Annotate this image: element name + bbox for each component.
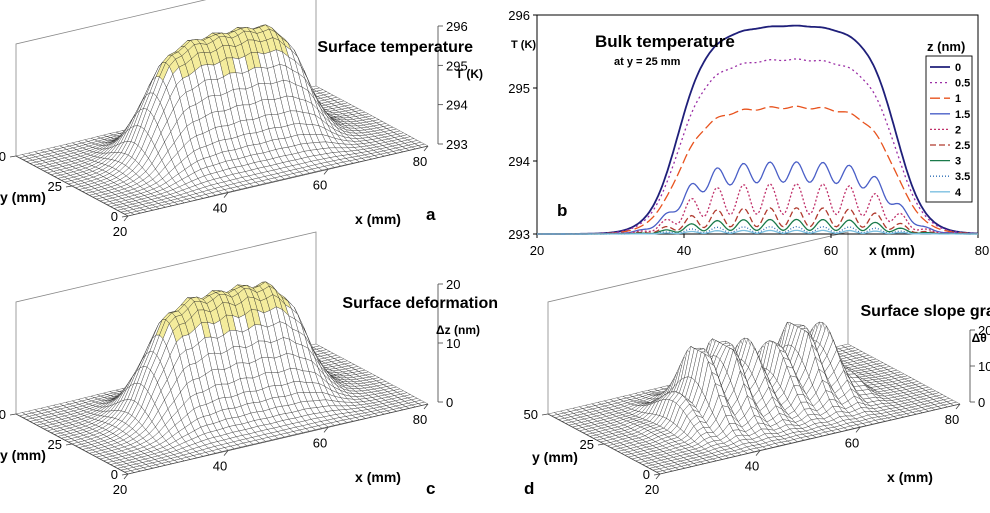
legend-label-3.5: 3.5 <box>955 171 970 183</box>
x-tick-label: 60 <box>313 435 327 450</box>
panel-title: Surface deformation <box>342 295 498 312</box>
y-tick-label: 295 <box>508 81 530 96</box>
back-wall <box>15 0 317 156</box>
legend-label-1.5: 1.5 <box>955 109 970 121</box>
z-tick-label: 0 <box>446 395 453 410</box>
surface-panel-a: 2040608002550293294295296x (mm)y (mm)Sur… <box>0 0 483 239</box>
legend-label-3: 3 <box>955 156 961 168</box>
panel-subtitle: at y = 25 mm <box>614 56 681 68</box>
legend-label-0.5: 0.5 <box>955 78 970 90</box>
surface-panel-c: 20 40 60 80 0 25 50 0 10 20 x (mm) y (mm) Surface de… <box>0 231 498 498</box>
y-tick-label: 25 <box>48 437 62 452</box>
y-tick <box>597 443 605 446</box>
legend: z (nm) 0 0.5 1 1.5 2 2.5 3 3.5 4 <box>925 39 973 203</box>
y-tick-label: 25 <box>580 437 594 452</box>
x-tick-label: 60 <box>845 435 859 450</box>
surface-panel-d: 20 40 60 80 0 25 50 0 10 20 x (mm) y (mm) Surface sl… <box>524 231 990 498</box>
x-tick-label: 40 <box>677 243 691 258</box>
z-tick-label: 296 <box>446 19 468 34</box>
legend-label-1: 1 <box>955 93 961 105</box>
x-axis-label: x (mm) <box>355 469 401 485</box>
series-line-1 <box>537 105 978 235</box>
y-axis-label: y (mm) <box>0 189 46 205</box>
x-axis-label: x (mm) <box>869 242 915 258</box>
x-tick-label: 40 <box>213 459 227 474</box>
z-tick-label: 10 <box>978 359 990 374</box>
z-tick-label: 10 <box>446 336 460 351</box>
series-line-1.5 <box>537 161 978 235</box>
panel-letter: b <box>557 201 567 220</box>
x-tick-label: 80 <box>945 412 959 427</box>
y-axis-label: T (K) <box>511 39 536 51</box>
panel-title: Surface temperature <box>317 39 473 56</box>
y-tick-label: 50 <box>524 407 538 422</box>
y-tick <box>65 185 73 188</box>
y-tick-label: 0 <box>643 467 650 482</box>
panel-title: Surface slope gradient <box>861 303 990 320</box>
x-tick-label: 80 <box>413 412 427 427</box>
z-tick-label: 0 <box>978 395 985 410</box>
y-axis-label: y (mm) <box>0 447 46 463</box>
x-tick-label: 20 <box>113 224 127 239</box>
y-tick <box>541 413 549 416</box>
y-tick-label: 0 <box>111 209 118 224</box>
y-tick <box>9 413 17 416</box>
y-tick <box>9 155 17 158</box>
z-tick-label: 294 <box>446 98 468 113</box>
x-tick-label: 80 <box>413 154 427 169</box>
z-tick-label: 20 <box>446 277 460 292</box>
y-tick <box>65 443 73 446</box>
x-tick-label: 40 <box>213 201 227 216</box>
panel-title: Bulk temperature <box>595 32 735 51</box>
legend-title: z (nm) <box>927 39 965 54</box>
z-axis-label: Δθ (µ rad) <box>972 331 990 345</box>
x-tick-label: 80 <box>975 243 989 258</box>
legend-label-2: 2 <box>955 124 961 136</box>
z-axis-label: T (K) <box>456 67 483 81</box>
y-axis-label: y (mm) <box>532 449 578 465</box>
panel-letter: c <box>426 479 435 498</box>
legend-label-4: 4 <box>955 187 962 199</box>
x-tick-label: 60 <box>313 177 327 192</box>
panel-letter: d <box>524 479 534 498</box>
y-tick-label: 293 <box>508 227 530 242</box>
z-tick-label: 293 <box>446 137 468 152</box>
y-tick-label: 296 <box>508 8 530 23</box>
y-tick-label: 294 <box>508 154 530 169</box>
y-tick-label: 25 <box>48 179 62 194</box>
x-tick-label: 20 <box>645 482 659 497</box>
x-axis-label: x (mm) <box>887 469 933 485</box>
y-tick-label: 50 <box>0 149 6 164</box>
panel-letter: a <box>426 205 436 224</box>
y-tick-label: 50 <box>0 407 6 422</box>
x-tick-label: 20 <box>530 243 544 258</box>
x-tick-label: 20 <box>113 482 127 497</box>
legend-label-0: 0 <box>955 62 961 74</box>
x-tick-label: 60 <box>824 243 838 258</box>
y-tick-label: 0 <box>111 467 118 482</box>
x-axis-label: x (mm) <box>355 211 401 227</box>
legend-label-2.5: 2.5 <box>955 140 970 152</box>
x-tick-label: 40 <box>745 459 759 474</box>
z-axis-label: Δz (nm) <box>436 323 480 337</box>
series-line-0.5 <box>537 58 979 235</box>
series-line-0 <box>537 24 979 235</box>
